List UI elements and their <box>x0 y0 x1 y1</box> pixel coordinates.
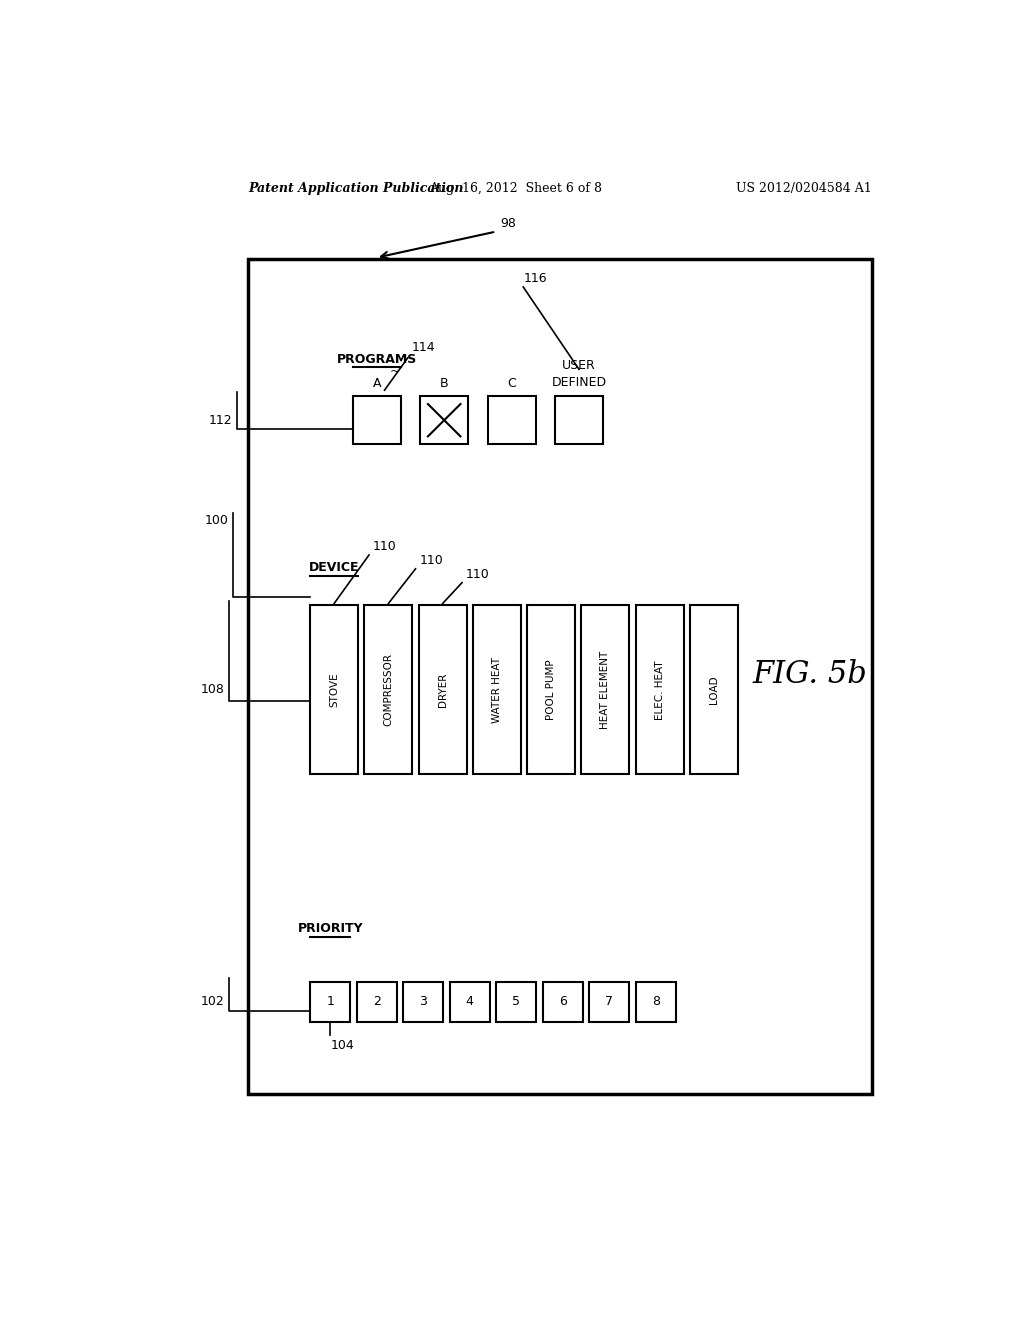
Text: 116: 116 <box>523 272 547 285</box>
Bar <box>582 605 630 775</box>
Text: US 2012/0204584 A1: US 2012/0204584 A1 <box>736 182 872 194</box>
Text: ELEC. HEAT: ELEC. HEAT <box>654 660 665 719</box>
Bar <box>589 982 630 1022</box>
Bar <box>473 605 521 775</box>
Text: Aug. 16, 2012  Sheet 6 of 8: Aug. 16, 2012 Sheet 6 of 8 <box>429 182 602 194</box>
Bar <box>352 396 400 444</box>
Text: 4: 4 <box>466 995 474 1008</box>
Text: 5: 5 <box>512 995 520 1008</box>
Bar <box>555 396 603 444</box>
Bar <box>310 605 358 775</box>
Text: 108: 108 <box>201 684 225 696</box>
Text: Patent Application Publication: Patent Application Publication <box>248 182 464 194</box>
Text: 1: 1 <box>327 995 334 1008</box>
Bar <box>527 605 575 775</box>
Text: 3: 3 <box>420 995 427 1008</box>
Bar <box>365 605 413 775</box>
Text: A: A <box>373 378 381 391</box>
Text: 114: 114 <box>412 341 435 354</box>
Bar <box>487 396 536 444</box>
Text: 110: 110 <box>466 568 489 581</box>
Text: 7: 7 <box>605 995 613 1008</box>
Text: USER: USER <box>562 359 596 372</box>
Text: 8: 8 <box>651 995 659 1008</box>
Bar <box>310 982 350 1022</box>
Text: COMPRESSOR: COMPRESSOR <box>383 653 393 726</box>
Text: 6: 6 <box>559 995 566 1008</box>
Bar <box>450 982 489 1022</box>
Bar <box>403 982 443 1022</box>
Bar <box>248 259 872 1094</box>
Text: POOL PUMP: POOL PUMP <box>546 660 556 719</box>
Text: PROGRAMS: PROGRAMS <box>337 352 417 366</box>
Text: 104: 104 <box>331 1039 354 1052</box>
Text: 102: 102 <box>201 995 225 1008</box>
Text: DEVICE: DEVICE <box>309 561 359 574</box>
Text: C: C <box>507 378 516 391</box>
Bar <box>690 605 738 775</box>
Bar <box>419 605 467 775</box>
Bar <box>636 605 684 775</box>
Text: 98: 98 <box>500 218 516 231</box>
Text: 110: 110 <box>373 540 396 553</box>
Text: PRIORITY: PRIORITY <box>297 923 364 936</box>
Text: FIG. 5b: FIG. 5b <box>753 659 867 690</box>
Bar <box>543 982 583 1022</box>
Text: WATER HEAT: WATER HEAT <box>492 657 502 723</box>
Bar <box>420 396 468 444</box>
Text: ~: ~ <box>389 364 399 378</box>
Text: 100: 100 <box>205 513 228 527</box>
Text: B: B <box>440 378 449 391</box>
Text: DEFINED: DEFINED <box>552 376 606 388</box>
Text: 2: 2 <box>373 995 381 1008</box>
Bar <box>636 982 676 1022</box>
Bar <box>496 982 537 1022</box>
Text: DRYER: DRYER <box>437 672 447 708</box>
Text: HEAT ELEMENT: HEAT ELEMENT <box>600 651 610 729</box>
Text: LOAD: LOAD <box>709 676 719 704</box>
Text: 110: 110 <box>420 554 443 568</box>
Bar <box>356 982 397 1022</box>
Text: 112: 112 <box>209 413 232 426</box>
Text: STOVE: STOVE <box>329 672 339 708</box>
